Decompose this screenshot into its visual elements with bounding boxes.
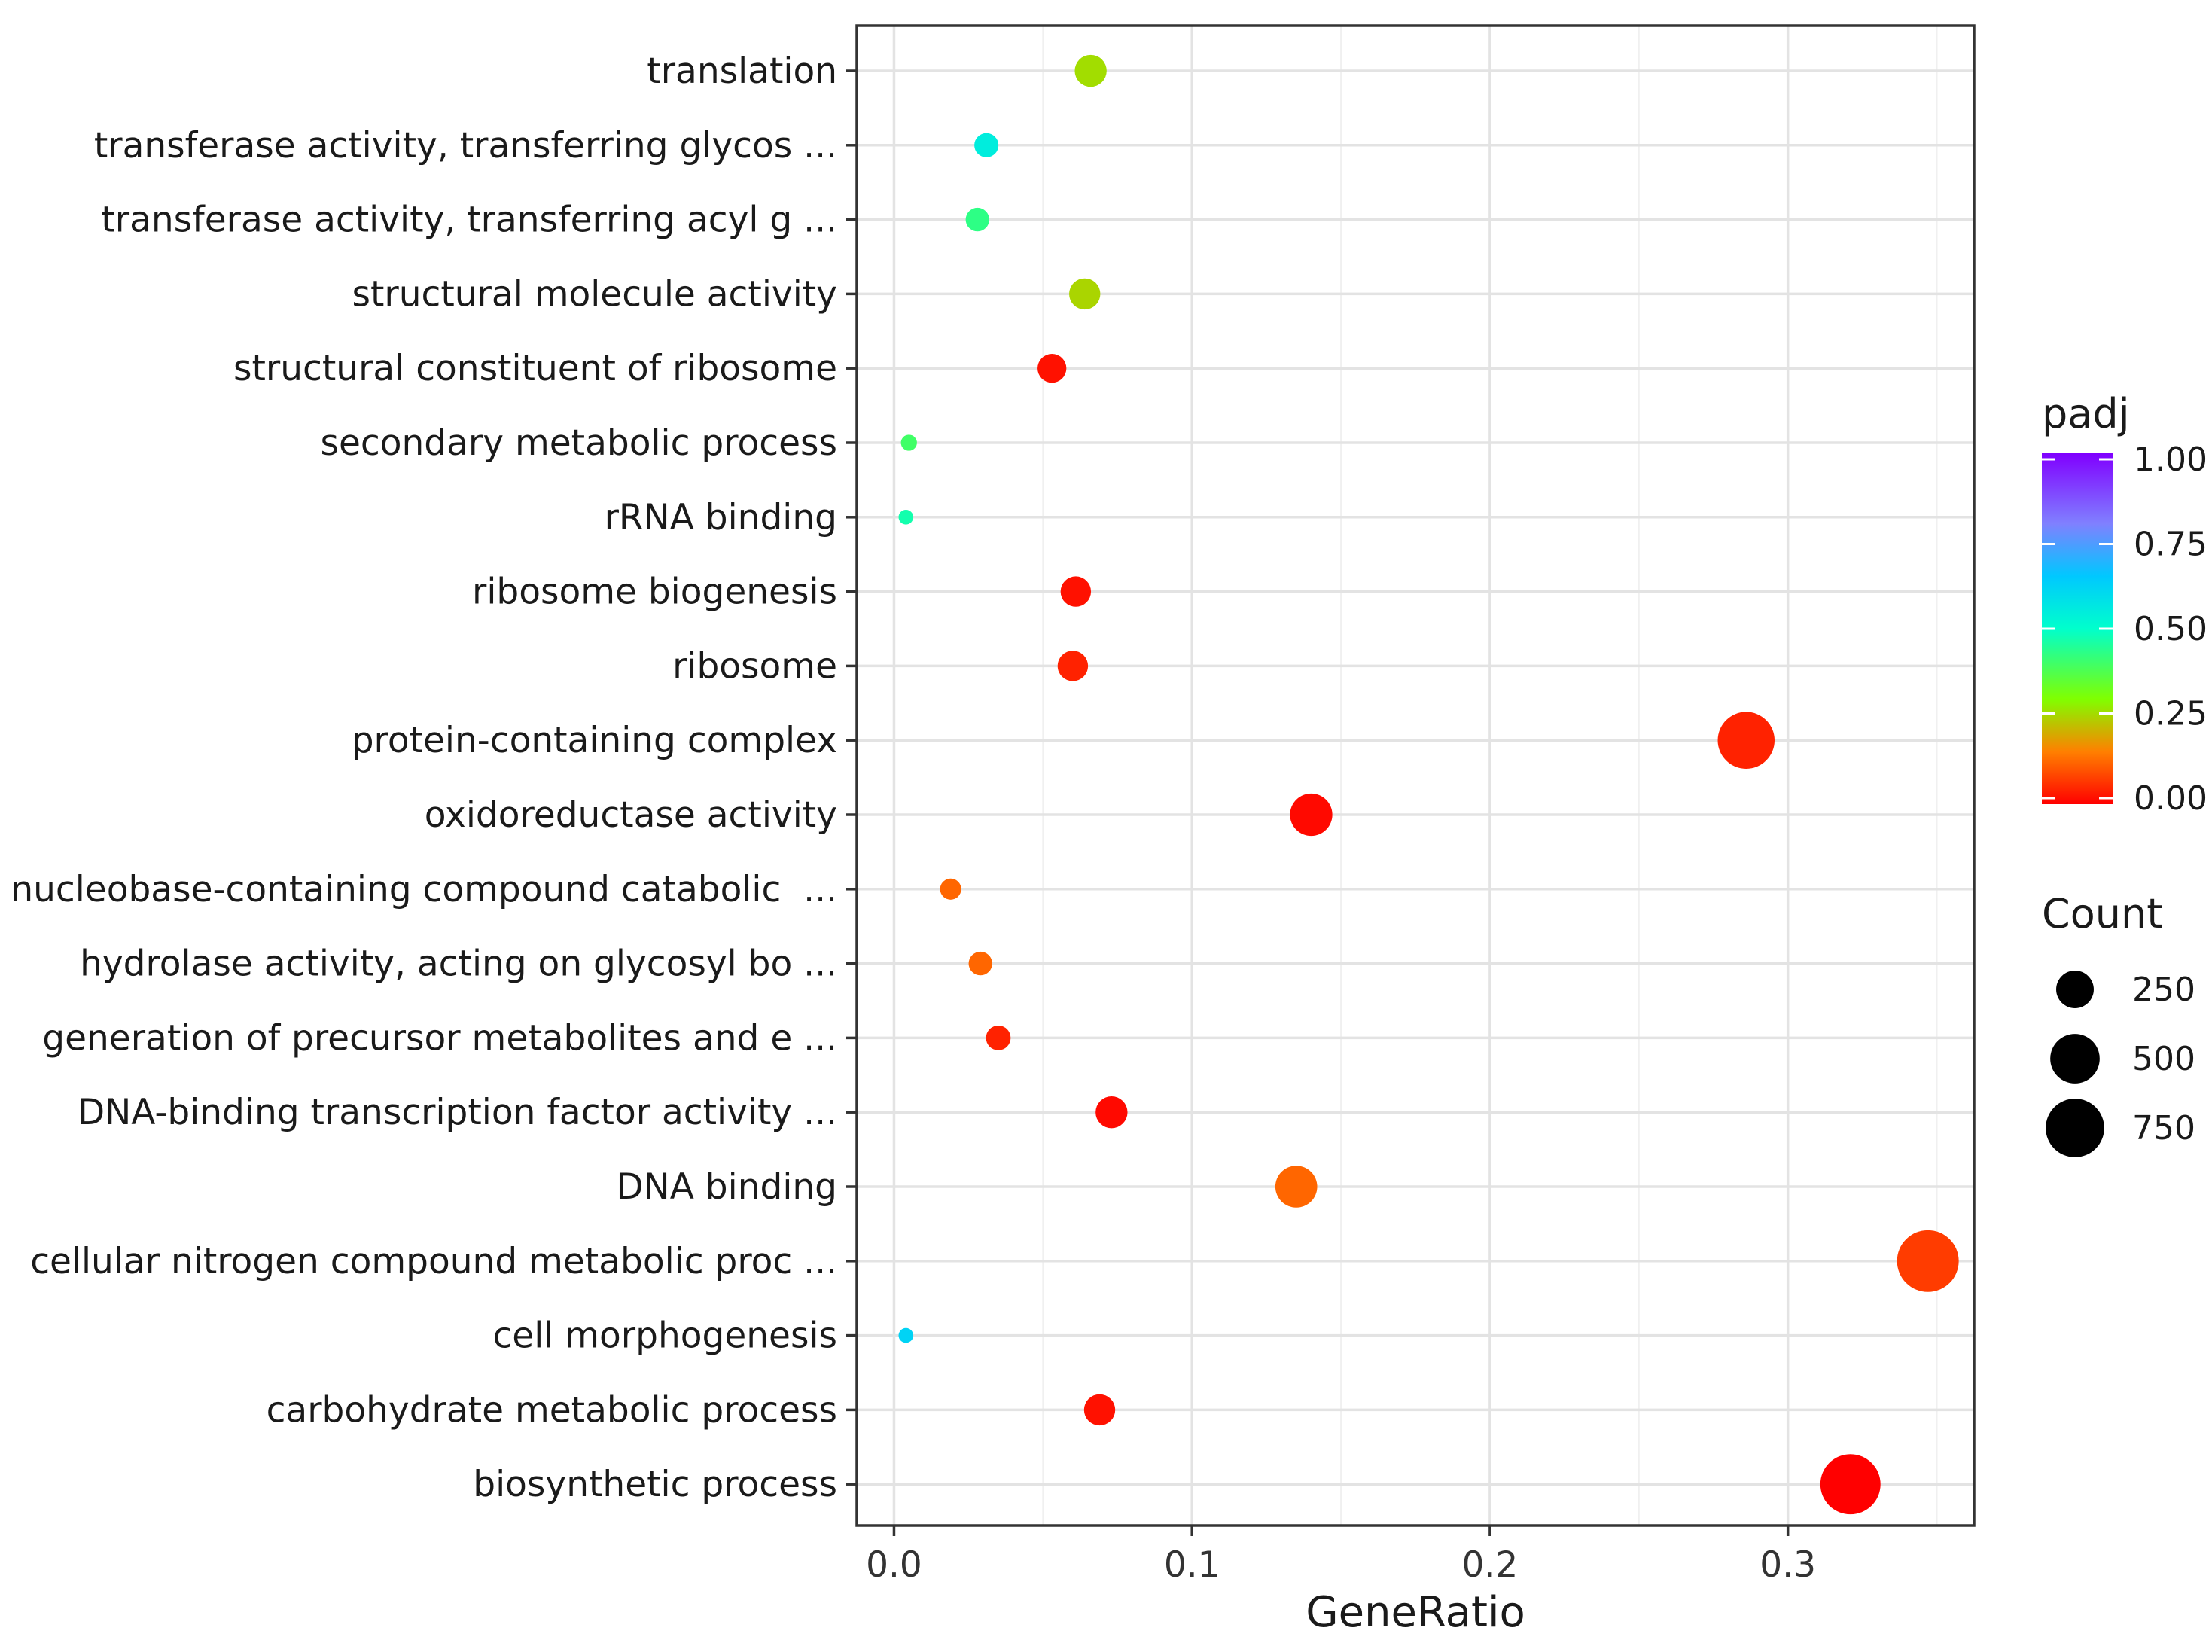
data-point: [1897, 1230, 1959, 1292]
data-point: [1275, 1166, 1318, 1208]
color-legend-label: 1.00: [2134, 440, 2207, 479]
data-point: [965, 207, 989, 232]
size-legend-label: 250: [2132, 971, 2195, 1009]
color-legend-label: 0.25: [2134, 695, 2207, 733]
x-tick-label: 0.0: [866, 1544, 922, 1586]
y-tick-label: rRNA binding: [605, 497, 837, 538]
data-point: [1717, 712, 1775, 769]
x-tick-label: 0.2: [1462, 1544, 1519, 1586]
y-tick-label: nucleobase-containing compound catabolic…: [11, 869, 837, 910]
size-legend-label: 750: [2132, 1109, 2195, 1148]
color-legend-label: 0.50: [2134, 610, 2207, 648]
panel-border: [855, 24, 1976, 1527]
data-point: [974, 133, 999, 157]
data-point: [898, 1327, 914, 1343]
data-point: [1037, 354, 1067, 383]
y-tick-label: transferase activity, transferring glyco…: [94, 125, 837, 166]
data-point: [986, 1026, 1011, 1050]
x-tick-label: 0.3: [1760, 1544, 1816, 1586]
plot-panel: [855, 24, 1976, 1527]
data-point: [1057, 651, 1089, 681]
data-point: [898, 510, 914, 525]
y-tick-label: DNA-binding transcription factor activit…: [78, 1092, 837, 1133]
y-tick-label: translation: [647, 50, 837, 92]
x-tick-label: 0.1: [1164, 1544, 1220, 1586]
data-point: [1069, 278, 1101, 310]
data-point: [1820, 1454, 1881, 1515]
panel-background: [857, 26, 1974, 1526]
y-tick-label: carbohydrate metabolic process: [267, 1389, 837, 1431]
y-tick-label: biosynthetic process: [473, 1464, 837, 1505]
size-legend-key: [2050, 1034, 2100, 1084]
size-legend-label: 500: [2132, 1040, 2195, 1078]
data-point: [1290, 793, 1333, 837]
size-legend-title: Count: [2042, 890, 2162, 937]
y-tick-label: secondary metabolic process: [320, 422, 837, 464]
y-tick-label: structural constituent of ribosome: [233, 348, 837, 389]
color-legend-label: 0.75: [2134, 526, 2207, 564]
data-points: [898, 54, 1959, 1515]
data-point: [968, 951, 992, 976]
x-axis: 0.0 0.1 0.2 0.3: [866, 1526, 1816, 1586]
y-tick-label: ribosome: [672, 645, 837, 687]
data-point: [1060, 576, 1092, 607]
color-legend-label: 0.00: [2134, 779, 2207, 818]
y-tick-label: structural molecule activity: [352, 273, 837, 315]
color-legend: padj 0.00 0.25 0.50 0.75 1.00: [2042, 390, 2207, 818]
y-tick-label: cell morphogenesis: [492, 1315, 837, 1357]
y-tick-label: oxidoreductase activity: [425, 794, 837, 836]
data-point: [1095, 1096, 1128, 1129]
y-tick-label: ribosome biogenesis: [472, 571, 837, 613]
data-point: [1074, 54, 1107, 87]
y-tick-label: protein-containing complex: [352, 720, 837, 761]
size-legend: Count 250 500 750: [2042, 890, 2195, 1157]
y-tick-label: generation of precursor metabolites and …: [42, 1017, 837, 1059]
data-point: [900, 434, 917, 451]
color-legend-title: padj: [2042, 390, 2130, 437]
y-tick-label: transferase activity, transferring acyl …: [101, 200, 837, 241]
data-point: [1083, 1394, 1116, 1426]
y-tick-label: cellular nitrogen compound metabolic pro…: [30, 1241, 837, 1282]
size-legend-key: [2046, 1099, 2104, 1157]
size-legend-key: [2056, 971, 2094, 1008]
y-tick-label: hydrolase activity, acting on glycosyl b…: [80, 943, 837, 985]
x-axis-title: GeneRatio: [1306, 1588, 1525, 1637]
data-point: [940, 878, 961, 900]
y-tick-label: DNA binding: [616, 1166, 837, 1208]
y-axis: biosynthetic process carbohydrate metabol…: [11, 50, 857, 1505]
